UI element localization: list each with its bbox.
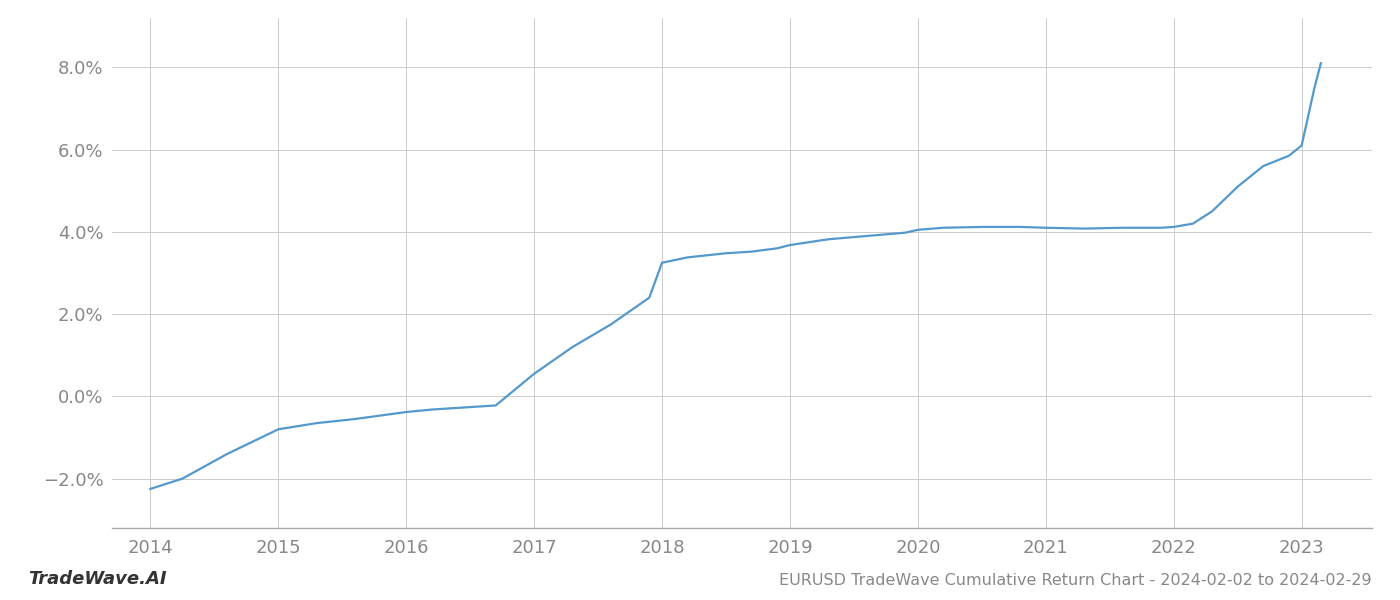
Text: TradeWave.AI: TradeWave.AI <box>28 570 167 588</box>
Text: EURUSD TradeWave Cumulative Return Chart - 2024-02-02 to 2024-02-29: EURUSD TradeWave Cumulative Return Chart… <box>780 573 1372 588</box>
